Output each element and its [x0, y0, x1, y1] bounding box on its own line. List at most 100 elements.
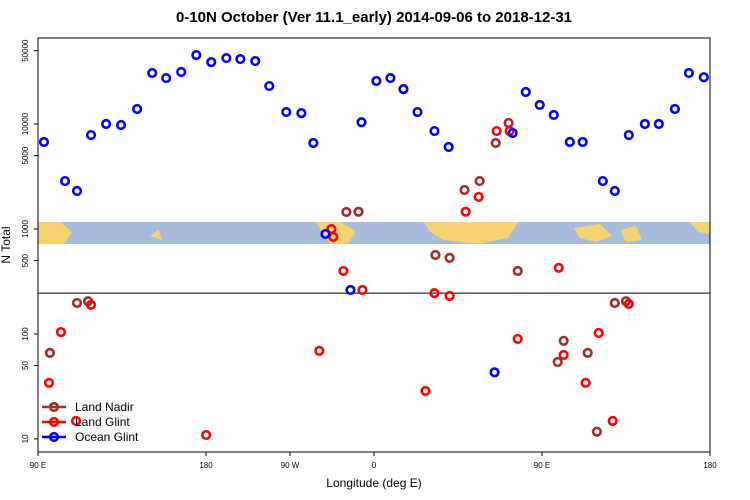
x-tick-label: 90 E [30, 461, 46, 470]
x-tick-label: 0 [372, 461, 377, 470]
map-band [38, 222, 710, 244]
point [639, 118, 650, 130]
x-axis-label: Longitude (deg E) [326, 476, 421, 490]
point [429, 125, 440, 137]
point [623, 298, 634, 310]
y-tick-label: 50 [21, 361, 30, 370]
point [338, 265, 349, 277]
point [357, 284, 368, 296]
point [512, 265, 523, 277]
point [59, 175, 71, 187]
point [490, 137, 501, 149]
point [593, 327, 604, 339]
point [341, 206, 352, 218]
point [55, 327, 67, 338]
y-tick-label: 10000 [21, 112, 30, 135]
point [353, 206, 364, 217]
point [71, 297, 83, 309]
point [43, 377, 55, 388]
point [653, 118, 664, 130]
point [191, 49, 202, 61]
point [412, 106, 423, 118]
point [356, 117, 367, 128]
point [71, 185, 83, 197]
point [296, 108, 307, 119]
legend-marker [48, 431, 60, 443]
point [444, 290, 455, 302]
point [281, 106, 292, 118]
point [385, 72, 396, 84]
point [115, 119, 127, 131]
point [147, 67, 158, 79]
point [161, 72, 172, 84]
y-tick-label: 10 [21, 434, 30, 443]
point [44, 347, 56, 358]
point [345, 284, 356, 296]
point [558, 335, 569, 346]
x-tick-label: 90 E [534, 461, 550, 470]
y-tick-label: 500 [21, 253, 30, 267]
point [221, 52, 232, 64]
point [597, 175, 608, 187]
point [582, 347, 593, 358]
y-axis-label: N Total [0, 226, 13, 263]
point [176, 66, 187, 78]
point [459, 184, 470, 196]
point [503, 117, 514, 129]
legend-label: Ocean Glint [75, 430, 139, 444]
point [101, 118, 112, 130]
point [580, 377, 591, 388]
point [623, 129, 634, 141]
legend-label: Land Glint [75, 415, 130, 429]
plot-frame [37, 37, 711, 453]
point [489, 367, 500, 378]
point [70, 415, 82, 427]
legend-marker [48, 416, 60, 428]
point [698, 72, 709, 83]
point [308, 137, 319, 149]
point [460, 206, 471, 217]
legend-marker [48, 401, 60, 413]
point [553, 262, 564, 273]
point [474, 175, 485, 187]
point [609, 297, 620, 309]
point [558, 349, 569, 361]
y-tick-label: 5000 [21, 146, 30, 164]
point [314, 345, 325, 357]
point [577, 136, 588, 148]
point [507, 127, 518, 139]
point [552, 356, 563, 368]
point [235, 53, 246, 65]
point [206, 56, 217, 68]
point [548, 109, 559, 121]
point [473, 191, 484, 203]
x-tick-label: 180 [199, 461, 213, 470]
point [201, 429, 212, 441]
x-tick-label: 180 [703, 461, 717, 470]
point [609, 185, 620, 197]
point [420, 385, 431, 397]
point [398, 84, 409, 95]
y-tick-label: 50000 [21, 39, 30, 62]
point [429, 287, 440, 299]
point [564, 136, 575, 148]
point [38, 136, 50, 148]
x-tick-label: 90 W [281, 461, 300, 470]
point [591, 426, 602, 437]
point [607, 415, 618, 427]
point [85, 129, 97, 141]
point [520, 86, 531, 98]
point [491, 125, 502, 137]
point [320, 228, 331, 240]
point [430, 249, 441, 261]
point [371, 75, 382, 87]
point [669, 103, 681, 115]
point [512, 333, 523, 345]
point [85, 299, 97, 311]
chart-title: 0-10N October (Ver 11.1_early) 2014-09-0… [176, 9, 572, 26]
legend-label: Land Nadir [75, 400, 134, 414]
point [250, 55, 261, 67]
point [683, 67, 695, 79]
y-tick-label: 1000 [21, 220, 30, 238]
point [443, 141, 454, 153]
